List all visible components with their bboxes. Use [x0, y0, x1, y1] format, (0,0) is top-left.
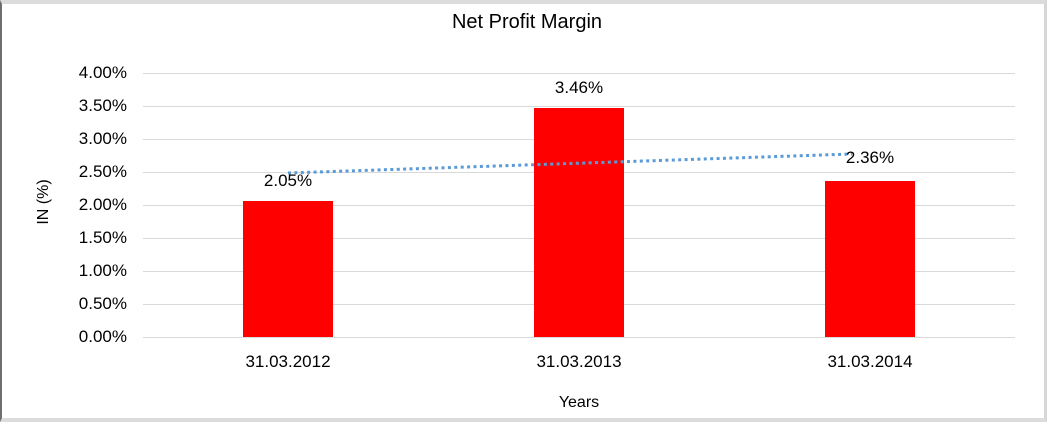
y-tick-label: 1.50%	[78, 228, 127, 247]
x-tick-label-2013: 31.03.2013	[536, 352, 622, 371]
chart-title: Net Profit Margin	[451, 11, 603, 33]
y-tick-label: 1.00%	[78, 261, 127, 280]
x-tick-label-2014: 31.03.2014	[827, 352, 913, 371]
data-label-2014: 2.36%	[845, 148, 895, 167]
bar-31.03.2012	[243, 201, 333, 337]
gridline-3.50	[143, 106, 1015, 107]
x-tick-label-2012: 31.03.2012	[245, 352, 331, 371]
y-tick-label: 2.50%	[78, 162, 127, 181]
y-tick-label: 2.00%	[78, 195, 127, 214]
y-tick-label: 4.00%	[78, 63, 127, 82]
y-tick-label: 3.00%	[78, 129, 127, 148]
y-tick-label: 0.00%	[78, 327, 127, 346]
y-tick-label: 3.50%	[78, 96, 127, 115]
gridline-4.00	[143, 73, 1015, 74]
x-axis-title: Years	[558, 394, 600, 411]
gridline-0.00	[143, 337, 1015, 338]
data-label-2013: 3.46%	[554, 78, 604, 97]
data-label-2012: 2.05%	[263, 171, 313, 190]
y-tick-label: 0.50%	[78, 294, 127, 313]
bar-31.03.2014	[825, 181, 915, 337]
y-axis-title: IN (%)	[35, 179, 52, 225]
bar-31.03.2013	[534, 108, 624, 337]
